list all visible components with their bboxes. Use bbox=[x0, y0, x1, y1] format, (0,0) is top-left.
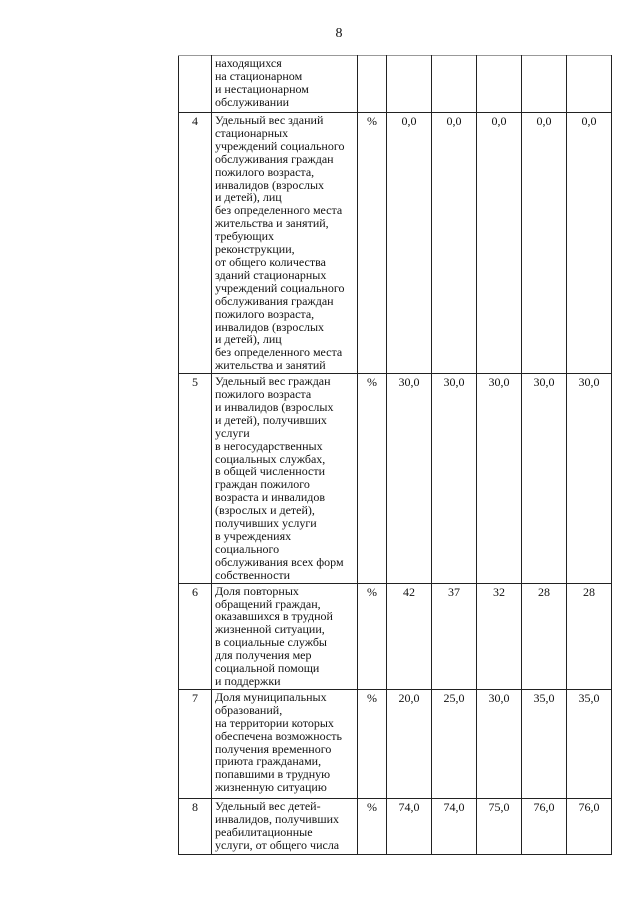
indicator-value: 30,0 bbox=[476, 373, 522, 584]
row-number: 6 bbox=[178, 582, 212, 690]
table-row: 6 Доля повторных обращений граждан, оказа… bbox=[178, 582, 612, 690]
indicator-name: Доля муниципальных образований, на терри… bbox=[211, 688, 358, 799]
row-number: 8 bbox=[178, 797, 212, 855]
indicator-value: 76,0 bbox=[521, 797, 567, 855]
table-row: 8 Удельный вес детей- инвалидов, получивш… bbox=[178, 797, 612, 855]
page-number: 8 bbox=[335, 26, 343, 41]
indicator-value: 0,0 bbox=[521, 111, 567, 375]
unit: % bbox=[357, 688, 387, 799]
indicator-name: Удельный вес зданий стационарных учрежде… bbox=[211, 111, 358, 375]
indicator-value: 32 bbox=[476, 582, 522, 690]
indicators-table: находящихся на стационарном и нестациона… bbox=[178, 55, 612, 855]
indicator-value: 20,0 bbox=[386, 688, 432, 799]
indicator-value bbox=[431, 55, 477, 113]
indicator-name: Удельный вес детей- инвалидов, получивши… bbox=[211, 797, 358, 855]
row-number: 7 bbox=[178, 688, 212, 799]
unit: % bbox=[357, 797, 387, 855]
indicator-value bbox=[521, 55, 567, 113]
table-row: находящихся на стационарном и нестациона… bbox=[178, 55, 612, 113]
indicator-value: 30,0 bbox=[566, 373, 612, 584]
indicator-value: 30,0 bbox=[386, 373, 432, 584]
indicator-value: 75,0 bbox=[476, 797, 522, 855]
unit: % bbox=[357, 373, 387, 584]
indicator-value: 30,0 bbox=[431, 373, 477, 584]
indicator-value: 25,0 bbox=[431, 688, 477, 799]
indicator-value: 0,0 bbox=[386, 111, 432, 375]
indicator-name: Доля повторных обращений граждан, оказав… bbox=[211, 582, 358, 690]
unit: % bbox=[357, 582, 387, 690]
unit: % bbox=[357, 111, 387, 375]
indicator-name: находящихся на стационарном и нестациона… bbox=[211, 55, 358, 113]
indicator-value: 76,0 bbox=[566, 797, 612, 855]
row-number: 4 bbox=[178, 111, 212, 375]
indicator-value: 35,0 bbox=[566, 688, 612, 799]
indicator-value: 30,0 bbox=[476, 688, 522, 799]
indicator-name: Удельный вес граждан пожилого возраста и… bbox=[211, 373, 358, 584]
indicator-value bbox=[386, 55, 432, 113]
indicator-value: 0,0 bbox=[476, 111, 522, 375]
table-row: 4 Удельный вес зданий стационарных учрежд… bbox=[178, 111, 612, 375]
indicator-value: 28 bbox=[566, 582, 612, 690]
indicator-value bbox=[476, 55, 522, 113]
row-number bbox=[178, 55, 212, 113]
indicator-value: 37 bbox=[431, 582, 477, 690]
indicator-value: 42 bbox=[386, 582, 432, 690]
indicator-value: 74,0 bbox=[386, 797, 432, 855]
indicator-value: 35,0 bbox=[521, 688, 567, 799]
indicator-value: 30,0 bbox=[521, 373, 567, 584]
row-number: 5 bbox=[178, 373, 212, 584]
unit bbox=[357, 55, 387, 113]
indicator-value bbox=[566, 55, 612, 113]
table-row: 7 Доля муниципальных образований, на терр… bbox=[178, 688, 612, 799]
indicator-value: 0,0 bbox=[431, 111, 477, 375]
indicator-value: 74,0 bbox=[431, 797, 477, 855]
table-row: 5 Удельный вес граждан пожилого возраста … bbox=[178, 373, 612, 584]
indicator-value: 0,0 bbox=[566, 111, 612, 375]
indicator-value: 28 bbox=[521, 582, 567, 690]
